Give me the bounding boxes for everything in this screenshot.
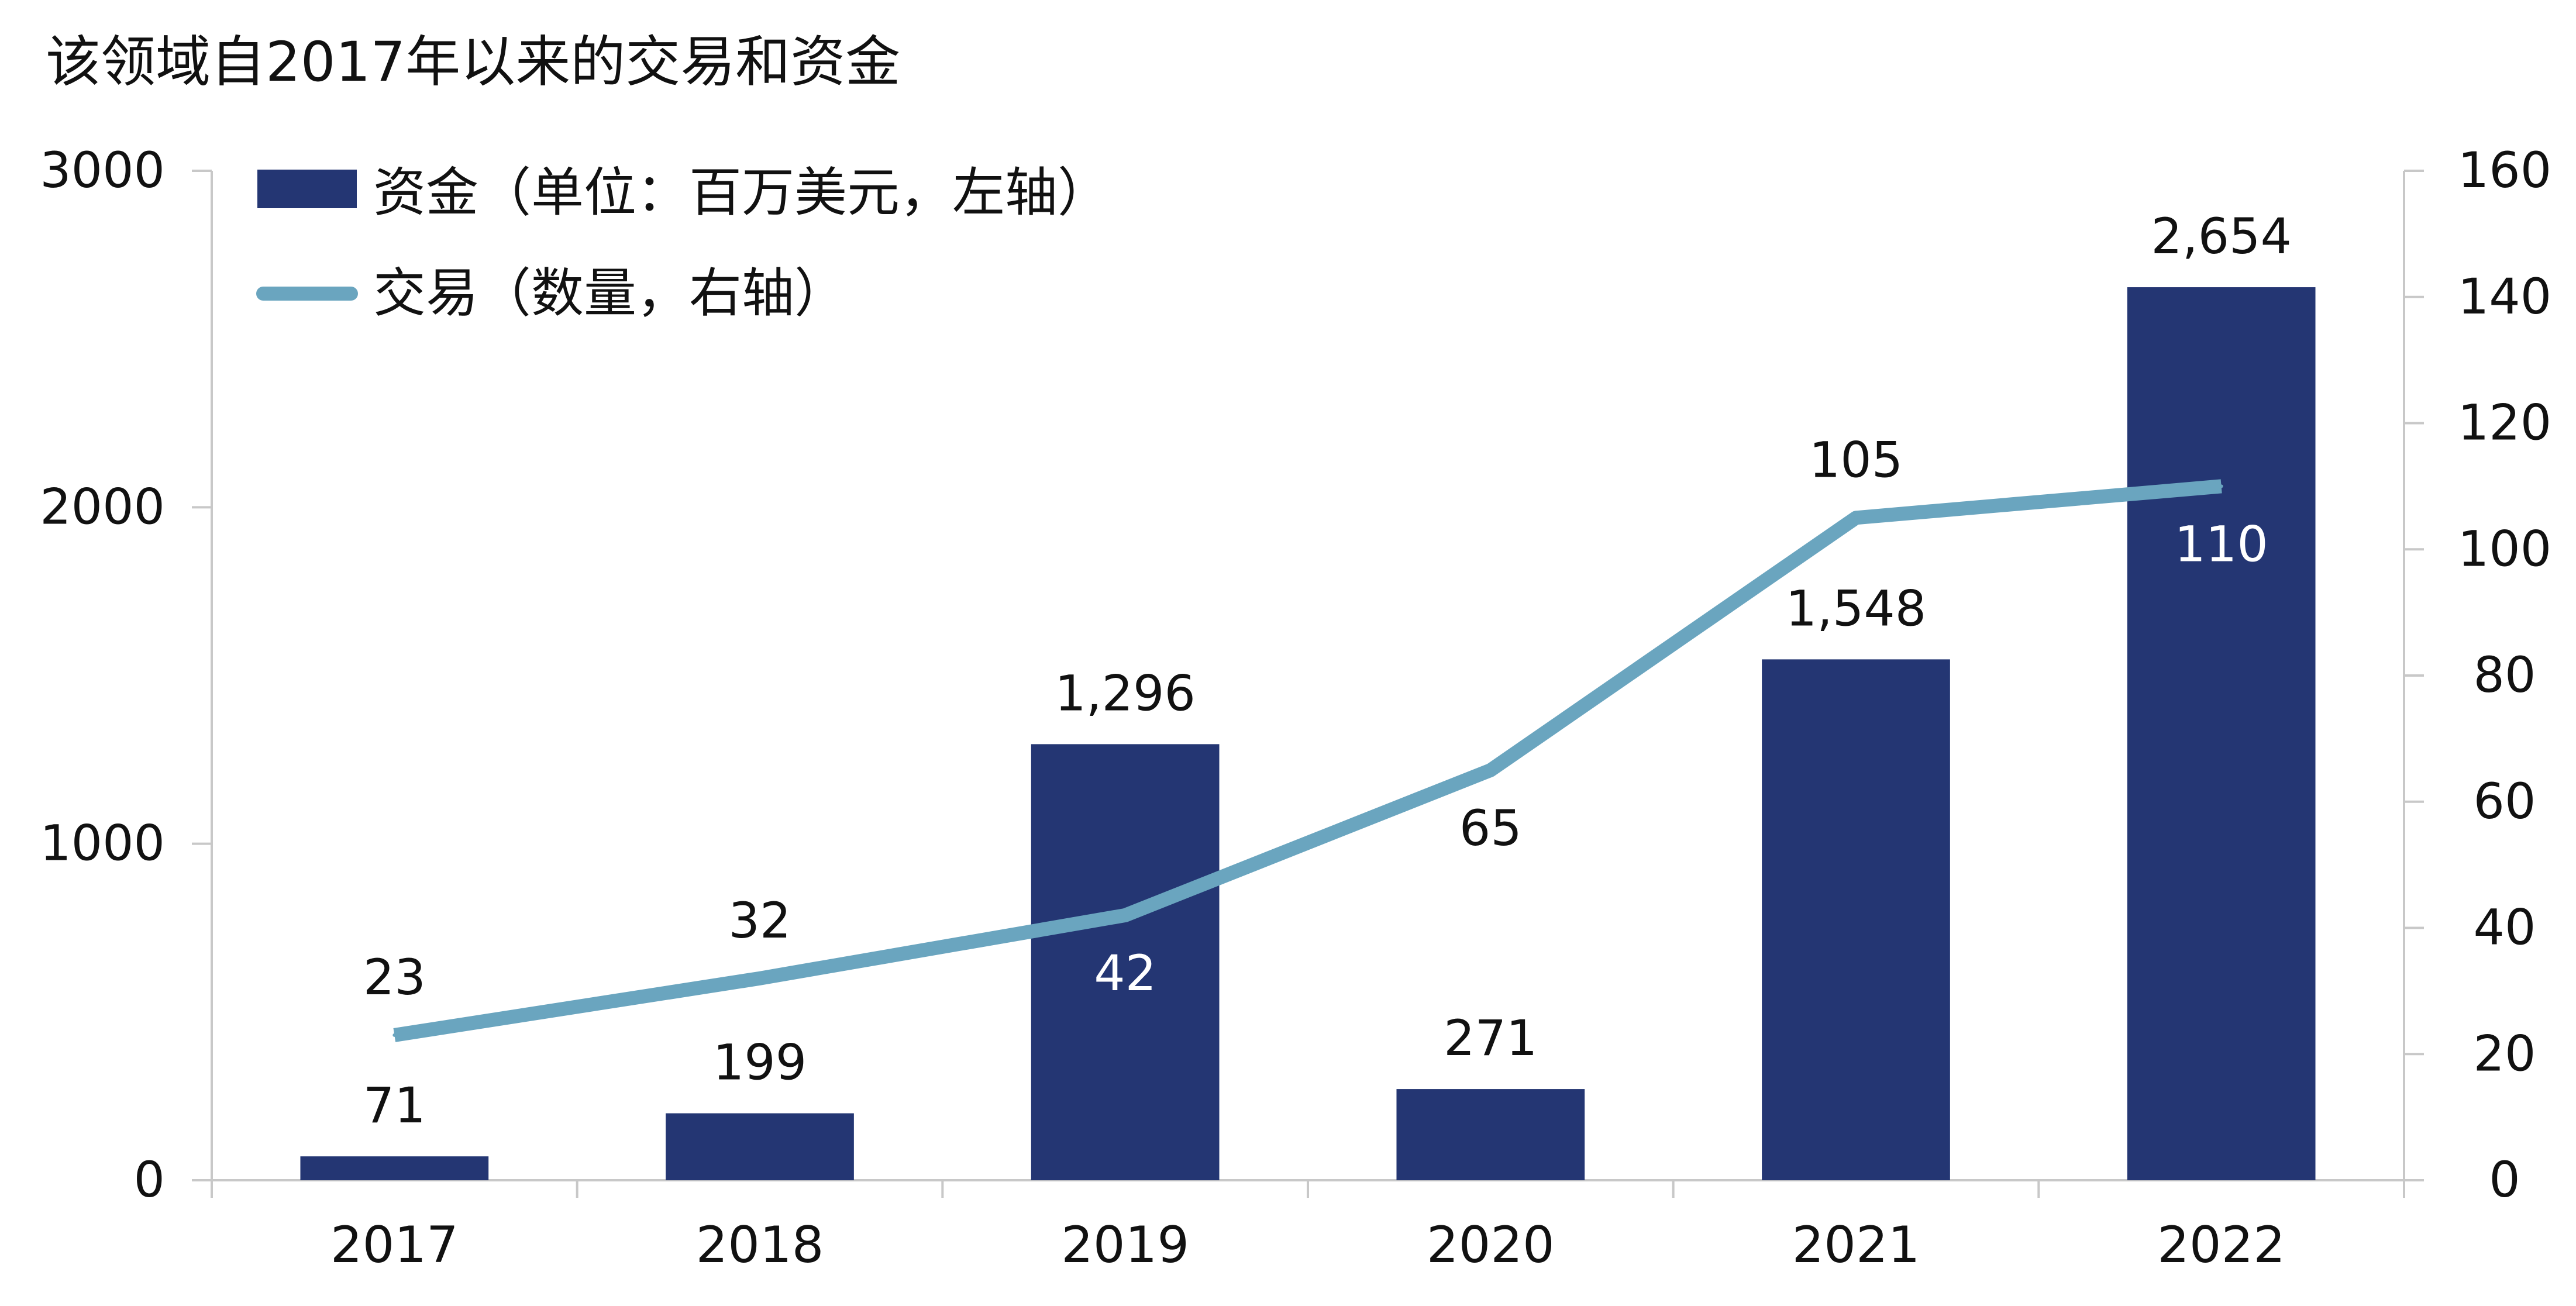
y-left-tick-label: 3000	[40, 142, 165, 199]
deals-point-2021	[1854, 516, 1858, 520]
deals-point-2019	[1123, 913, 1127, 917]
legend-label-funding: 资金（单位：百万美元，左轴）	[373, 162, 1110, 223]
bar-value-label: 271	[1444, 1009, 1537, 1067]
bar-value-label: 1,296	[1055, 664, 1195, 722]
line-value-label: 42	[1094, 945, 1156, 1002]
y-right-tick-label: 140	[2458, 268, 2551, 325]
bar-2018	[666, 1113, 854, 1180]
y-right-tick-label: 60	[2474, 773, 2536, 830]
x-tick-label: 2017	[330, 1216, 459, 1274]
bar-2019	[1031, 744, 1220, 1180]
legend-label-deals: 交易（数量，右轴）	[373, 263, 847, 324]
line-value-label: 110	[2174, 515, 2268, 573]
deals-point-2018	[758, 976, 762, 980]
x-tick-label: 2022	[2157, 1216, 2285, 1274]
line-layer	[392, 479, 2223, 1042]
legend-swatch-funding	[257, 170, 357, 208]
y-left-tick-label: 1000	[40, 815, 165, 872]
x-tick-label: 2018	[696, 1216, 824, 1274]
line-value-label: 105	[1809, 431, 1903, 488]
y-right-tick-label: 80	[2474, 646, 2536, 704]
y-right-tick-label: 0	[2489, 1151, 2520, 1208]
bar-2020	[1396, 1089, 1585, 1180]
legend: 资金（单位：百万美元，左轴） 交易（数量，右轴）	[256, 162, 1110, 324]
y-right-tick-label: 160	[2458, 142, 2551, 199]
bar-value-label: 1,548	[1786, 580, 1926, 637]
line-value-label: 65	[1459, 800, 1522, 857]
bar-2021	[1762, 659, 1950, 1180]
y-left-tick-label: 2000	[40, 478, 165, 535]
chart-title: 该领域自2017年以来的交易和资金	[46, 30, 900, 94]
y-right-tick-label: 40	[2474, 899, 2536, 956]
deals-point-2017	[392, 1033, 397, 1037]
x-tick-label: 2019	[1061, 1216, 1189, 1274]
bar-value-label: 199	[713, 1034, 807, 1091]
bar-value-label: 71	[363, 1077, 426, 1134]
y-right-tick-label: 20	[2474, 1025, 2536, 1082]
bar-value-label: 2,654	[2151, 208, 2291, 265]
x-tick-label: 2020	[1427, 1216, 1555, 1274]
x-tick-label: 2021	[1792, 1216, 1920, 1274]
data-labels: 71 199 1,296 271 1,548 2,654 23 32 42 65 105 110	[363, 208, 2292, 1134]
axes: 0 1000 2000 3000 0 20 40 60 80 100 120 140 160 2017 20…	[40, 142, 2551, 1274]
y-right-tick-label: 120	[2458, 394, 2551, 452]
line-value-label: 23	[363, 949, 426, 1006]
bar-2017	[300, 1156, 489, 1180]
y-left-tick-label: 0	[134, 1151, 165, 1208]
y-right-tick-label: 100	[2458, 520, 2551, 577]
bars	[300, 287, 2316, 1181]
line-value-label: 32	[729, 892, 791, 949]
bar-2022	[2127, 287, 2316, 1181]
deals-point-2020	[1489, 768, 1493, 772]
deals-point-2022	[2219, 484, 2223, 488]
deals-line	[393, 479, 2222, 1042]
